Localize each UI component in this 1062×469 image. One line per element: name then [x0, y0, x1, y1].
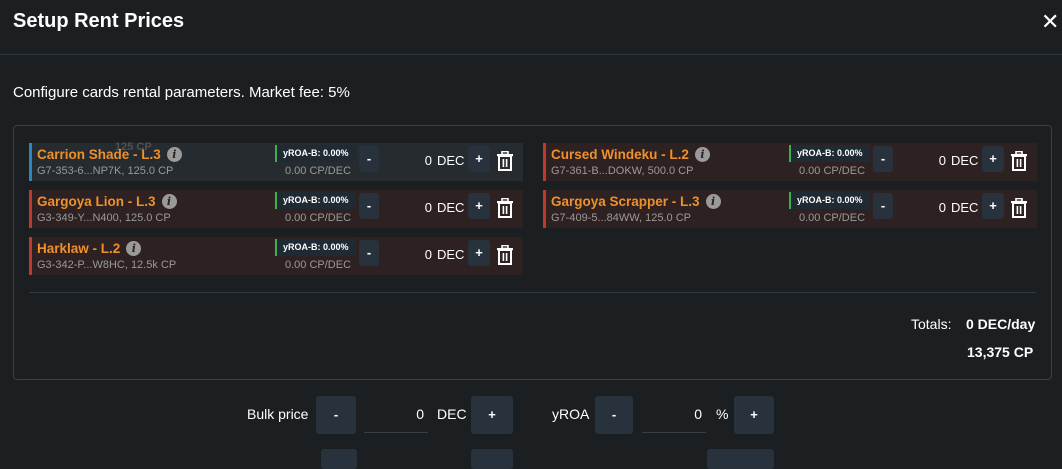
increase-button[interactable]: +	[468, 146, 490, 172]
yroa-unit: %	[716, 406, 729, 422]
price-unit: DEC	[437, 247, 465, 262]
yroa-badge: yROA-B: 0.00%	[275, 192, 356, 209]
price-input[interactable]: 0	[938, 200, 946, 215]
partial-button[interactable]	[707, 449, 774, 469]
totals-cp: 13,375 CP	[967, 344, 1034, 360]
yroa-badge: yROA-B: 0.00%	[275, 239, 356, 256]
yroa-label: yROA	[552, 406, 590, 422]
description: Configure cards rental parameters. Marke…	[13, 84, 350, 101]
card-details: G7-353-6...NP7K, 125.0 CP	[37, 165, 174, 177]
card-details: G3-349-Y...N400, 125.0 CP	[37, 212, 171, 224]
price-input[interactable]: 0	[424, 153, 432, 168]
bulk-price-input[interactable]: 0	[364, 398, 428, 433]
partial-button[interactable]	[321, 449, 357, 469]
increase-button[interactable]: +	[982, 146, 1004, 172]
info-icon[interactable]: i	[705, 194, 721, 209]
cp-per-dec: 0.00 CP/DEC	[285, 212, 352, 224]
trash-icon[interactable]	[496, 245, 514, 265]
trash-icon[interactable]	[1010, 151, 1028, 171]
decrease-button[interactable]: -	[359, 193, 379, 219]
card-row: Gargoya Lion - L.3 i G3-349-Y...N400, 125…	[29, 190, 523, 228]
price-input[interactable]: 0	[424, 200, 432, 215]
card-name: Gargoya Lion - L.3 i	[37, 194, 177, 209]
yroa-plus-button[interactable]: +	[734, 396, 774, 434]
price-unit: DEC	[437, 153, 465, 168]
increase-button[interactable]: +	[982, 193, 1004, 219]
cp-per-dec: 0.00 CP/DEC	[285, 259, 352, 271]
card-details: G7-409-5...84WW, 125.0 CP	[551, 212, 692, 224]
card-row: Cursed Windeku - L.2 i G7-361-B...DOKW, 5…	[543, 143, 1037, 181]
bulk-minus-button[interactable]: -	[316, 396, 356, 434]
bulk-price-label: Bulk price	[247, 406, 309, 422]
cp-per-dec: 0.00 CP/DEC	[799, 212, 866, 224]
cards-panel	[13, 125, 1052, 380]
card-name: Gargoya Scrapper - L.3 i	[551, 194, 721, 209]
info-icon[interactable]: i	[161, 194, 177, 209]
partial-button[interactable]	[471, 449, 513, 469]
totals-label: Totals:	[911, 316, 952, 332]
trash-icon[interactable]	[496, 151, 514, 171]
panel-divider	[29, 292, 1036, 293]
decrease-button[interactable]: -	[359, 240, 379, 266]
price-unit: DEC	[951, 153, 979, 168]
card-row: Harklaw - L.2 i G3-342-P...W8HC, 12.5k CP…	[29, 237, 523, 275]
decrease-button[interactable]: -	[873, 146, 893, 172]
card-details: G7-361-B...DOKW, 500.0 CP	[551, 165, 694, 177]
price-unit: DEC	[437, 200, 465, 215]
cp-per-dec: 0.00 CP/DEC	[799, 165, 866, 177]
yroa-input[interactable]: 0	[642, 398, 706, 433]
decrease-button[interactable]: -	[873, 193, 893, 219]
decrease-button[interactable]: -	[359, 146, 379, 172]
price-input[interactable]: 0	[424, 247, 432, 262]
trash-icon[interactable]	[1010, 198, 1028, 218]
bulk-unit: DEC	[437, 406, 467, 422]
card-row: Carrion Shade - L.3 i G7-353-6...NP7K, 12…	[29, 143, 523, 181]
close-icon[interactable]: ✕	[1041, 9, 1060, 34]
yroa-badge: yROA-B: 0.00%	[275, 145, 356, 162]
yroa-badge: yROA-B: 0.00%	[789, 145, 870, 162]
increase-button[interactable]: +	[468, 193, 490, 219]
price-input[interactable]: 0	[938, 153, 946, 168]
yroa-badge: yROA-B: 0.00%	[789, 192, 870, 209]
trash-icon[interactable]	[496, 198, 514, 218]
card-row: Gargoya Scrapper - L.3 i G7-409-5...84WW,…	[543, 190, 1037, 228]
increase-button[interactable]: +	[468, 240, 490, 266]
card-name: Harklaw - L.2 i	[37, 241, 142, 256]
card-details: G3-342-P...W8HC, 12.5k CP	[37, 259, 177, 271]
header-divider	[0, 54, 1062, 55]
yroa-minus-button[interactable]: -	[595, 396, 633, 434]
totals-dec-per-day: 0 DEC/day	[966, 316, 1036, 332]
price-unit: DEC	[951, 200, 979, 215]
cp-per-dec: 0.00 CP/DEC	[285, 165, 352, 177]
ghost-tooltip: 125 CP	[115, 141, 152, 153]
info-icon[interactable]: i	[126, 241, 142, 256]
info-icon[interactable]: i	[166, 147, 182, 162]
card-name: Carrion Shade - L.3 i	[37, 147, 182, 162]
dialog-title: Setup Rent Prices	[13, 10, 185, 32]
card-name: Cursed Windeku - L.2 i	[551, 147, 710, 162]
bulk-plus-button[interactable]: +	[471, 396, 513, 434]
info-icon[interactable]: i	[694, 147, 710, 162]
